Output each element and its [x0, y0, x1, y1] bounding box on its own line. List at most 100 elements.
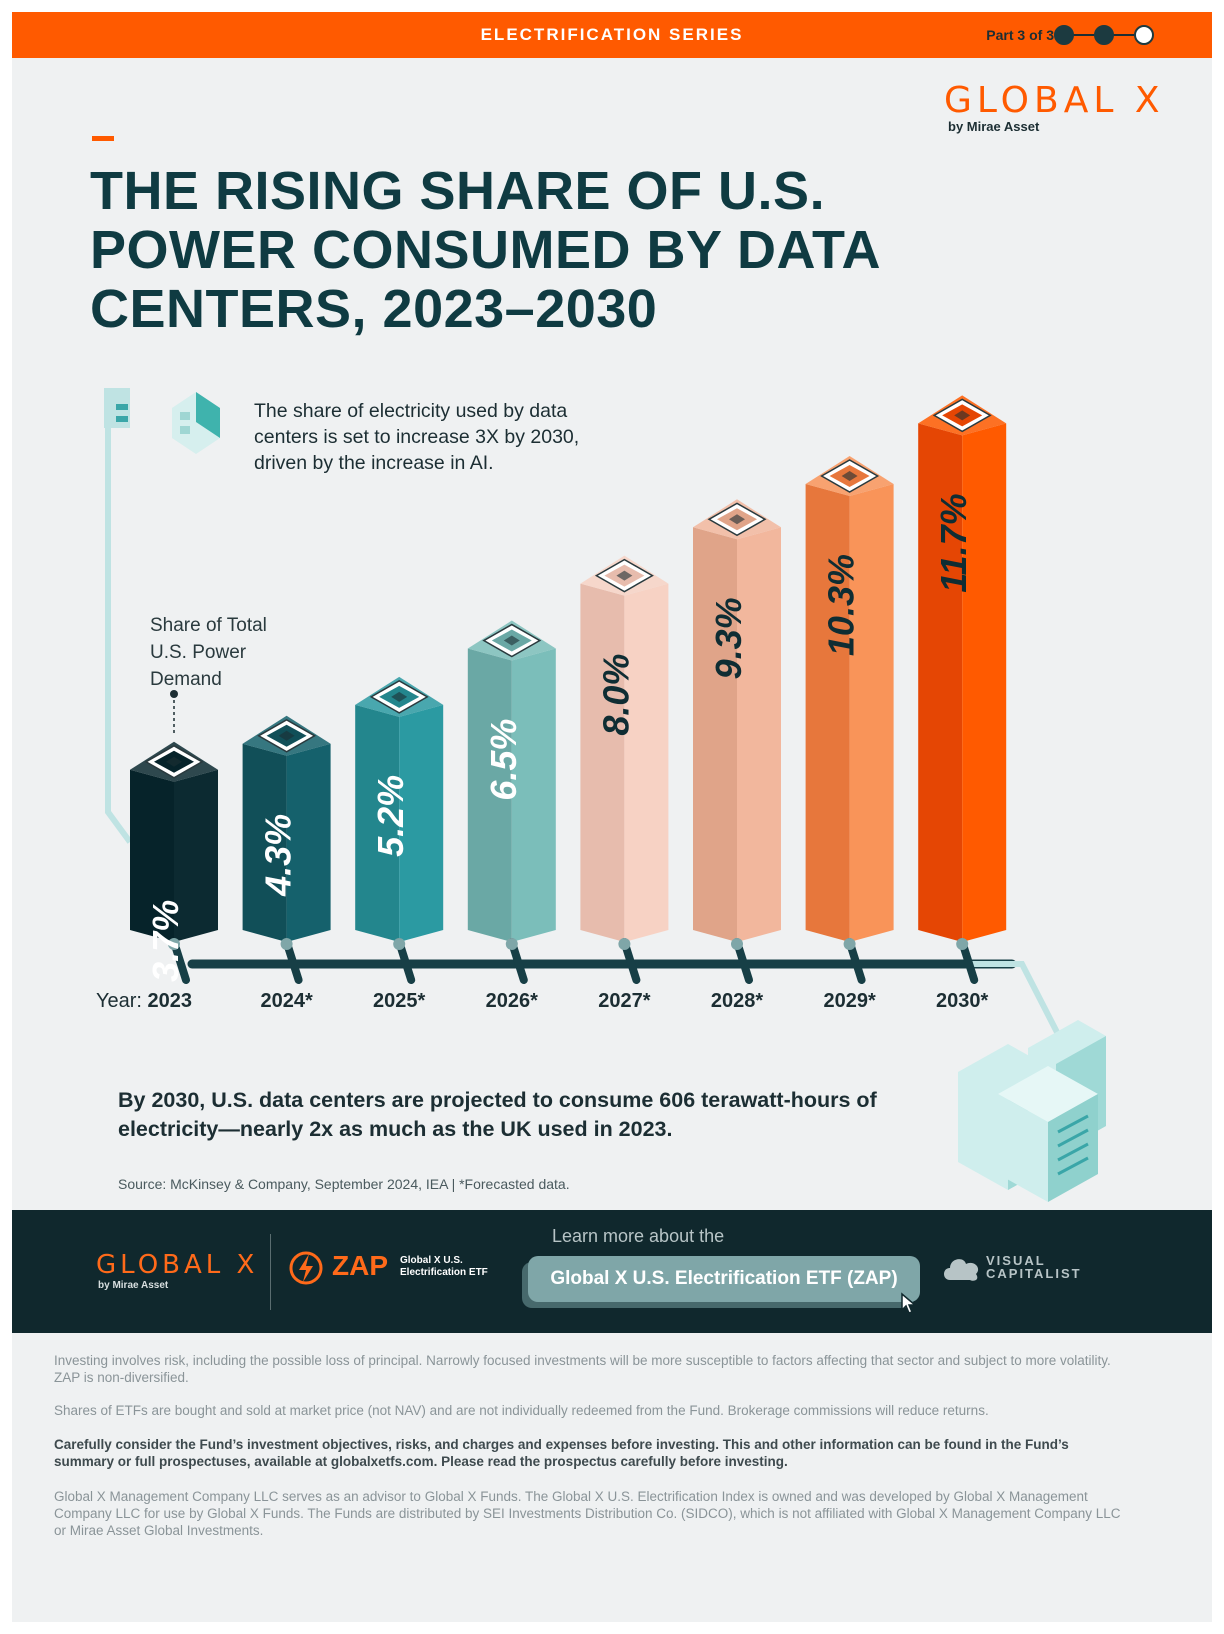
- bar-connector-dot: [731, 938, 743, 950]
- brand-name: GLOBAL X: [944, 80, 1165, 121]
- footer-brand-sub: by Mirae Asset: [98, 1280, 169, 1291]
- chip-center: [954, 410, 971, 421]
- circuit-line: [972, 961, 1065, 1044]
- progress-dot: [1094, 25, 1114, 45]
- x-tick-label: 2029*: [823, 990, 875, 1012]
- x-tick-year: 2023: [148, 990, 193, 1012]
- x-tick-label: 2024*: [260, 990, 312, 1012]
- bar-left-face: [693, 527, 737, 942]
- page-title: THE RISING SHARE OF U.S. POWER CONSUMED …: [90, 161, 880, 339]
- brand-sub: by Mirae Asset: [948, 119, 1040, 134]
- bar-left-face: [355, 704, 400, 942]
- chip-center: [503, 635, 520, 646]
- bar-value-label: 3.7%: [145, 900, 186, 982]
- bar-2030: 11.7%: [918, 395, 1007, 984]
- chip-center: [391, 691, 408, 702]
- bar-2029: 10.3%: [805, 456, 894, 984]
- brand-logo: GLOBAL X by Mirae Asset: [944, 80, 1165, 134]
- disclaimer-advisor: Global X Management Company LLC serves a…: [54, 1489, 1121, 1538]
- bar-left-face: [580, 583, 625, 942]
- bar-left-face: [805, 484, 850, 942]
- pixel-socket-icon: [172, 392, 220, 454]
- bar-connector-dot: [168, 938, 180, 950]
- bar-connector-dot: [956, 938, 969, 950]
- disclaimer-shares: Shares of ETFs are bought and sold at ma…: [54, 1403, 989, 1418]
- bar-left-face: [918, 423, 963, 942]
- partner-name: VISUAL CAPITALIST: [986, 1253, 1082, 1281]
- bar-left-face: [467, 648, 512, 942]
- bar-value-label: 10.3%: [821, 554, 862, 656]
- x-tick-label: 2025*: [373, 990, 425, 1012]
- bar-value-label: 9.3%: [708, 597, 749, 679]
- bar-left-face: [130, 769, 174, 942]
- progress-dot-current: [1134, 25, 1154, 45]
- cloud-icon: [944, 1259, 979, 1281]
- bar-2026: 6.5%: [467, 620, 556, 984]
- footer-band: GLOBAL X by Mirae Asset ZAP Global X U.S…: [12, 1210, 1212, 1333]
- bar-right-face: [286, 743, 331, 942]
- chip-center: [166, 756, 182, 767]
- bar-connector-dot: [280, 938, 293, 950]
- bar-2024: 4.3%: [242, 715, 331, 984]
- chip-center: [616, 570, 633, 581]
- infographic: ELECTRIFICATION SERIES Part 3 of 3 GLOBA…: [12, 12, 1212, 1622]
- bar-value-label: 4.3%: [258, 814, 299, 897]
- footer-brand-name: GLOBAL X: [96, 1250, 259, 1280]
- intro-text: The share of electricity used by data ce…: [254, 400, 580, 474]
- x-tick-label: 2026*: [486, 990, 538, 1012]
- highlight-text: By 2030, U.S. data centers are projected…: [118, 1088, 877, 1141]
- circuit-line: [105, 398, 133, 844]
- progress-dots: [1054, 23, 1154, 47]
- part-indicator: Part 3 of 3: [986, 27, 1054, 43]
- title-accent: [92, 136, 114, 141]
- bar-right-face: [399, 704, 444, 942]
- bar-right-face: [511, 648, 556, 942]
- bar-value-label: 11.7%: [933, 493, 974, 592]
- server-rack-icon: [958, 1020, 1106, 1202]
- visual-capitalist-logo[interactable]: VISUAL CAPITALIST: [942, 1250, 1092, 1290]
- disclaimer-risk: Investing involves risk, including the p…: [54, 1353, 1111, 1385]
- chip-center: [841, 471, 858, 482]
- bar-chart: 3.7% 4.3% 5.2% 6.5% 8.0% 9.3% 10.3% 11.7% Year:…: [96, 388, 1106, 1202]
- learn-more-label: Learn more about the: [552, 1226, 725, 1246]
- circuit-pin: [116, 404, 128, 410]
- footer-divider: [270, 1234, 271, 1310]
- zap-description: Global X U.S. Electrification ETF: [400, 1255, 488, 1278]
- series-label: ELECTRIFICATION SERIES: [480, 25, 744, 44]
- y-axis-label: Share of Total U.S. Power Demand: [150, 615, 267, 690]
- bar-2025: 5.2%: [355, 676, 444, 984]
- bar-connector-dot: [843, 938, 856, 950]
- bar-connector-dot: [618, 938, 631, 950]
- bar-connector-dot: [393, 938, 406, 950]
- etf-link-button[interactable]: Global X U.S. Electrification ETF (ZAP): [528, 1256, 920, 1302]
- zap-logo[interactable]: ZAP Global X U.S. Electrification ETF: [286, 1248, 506, 1288]
- bar-left-face: [242, 743, 287, 942]
- disclaimer-prospectus: Carefully consider the Fund’s investment…: [54, 1437, 1069, 1469]
- x-tick-label: Year: 2023: [96, 990, 192, 1012]
- bar-connector-dot: [505, 938, 518, 950]
- bar-2023: 3.7%: [130, 741, 218, 984]
- bar-2028: 9.3%: [693, 499, 781, 984]
- bar-right-face: [624, 583, 669, 942]
- chip-center: [278, 730, 295, 741]
- x-axis-prefix: Year:: [96, 990, 148, 1012]
- chip-center: [729, 514, 745, 525]
- bar-right-face: [962, 423, 1007, 942]
- top-banner: ELECTRIFICATION SERIES Part 3 of 3: [12, 12, 1212, 58]
- bar-right-face: [737, 527, 781, 942]
- zap-text: ZAP: [332, 1250, 388, 1281]
- footer-brand-logo[interactable]: GLOBAL X by Mirae Asset: [96, 1250, 258, 1291]
- bar-2027: 8.0%: [580, 555, 669, 984]
- zap-icon: [289, 1251, 323, 1285]
- x-tick-label: 2030*: [936, 990, 988, 1012]
- axis-label-dot: [170, 690, 178, 698]
- cursor-icon: [901, 1292, 918, 1314]
- circuit-pin: [116, 416, 128, 422]
- source-note: Source: McKinsey & Company, September 20…: [118, 1176, 570, 1192]
- bar-right-face: [174, 769, 218, 942]
- bar-value-label: 6.5%: [483, 719, 524, 801]
- bar-value-label: 5.2%: [370, 775, 411, 857]
- progress-dot: [1054, 25, 1074, 45]
- x-tick-label: 2028*: [711, 990, 763, 1012]
- bar-value-label: 8.0%: [595, 654, 636, 736]
